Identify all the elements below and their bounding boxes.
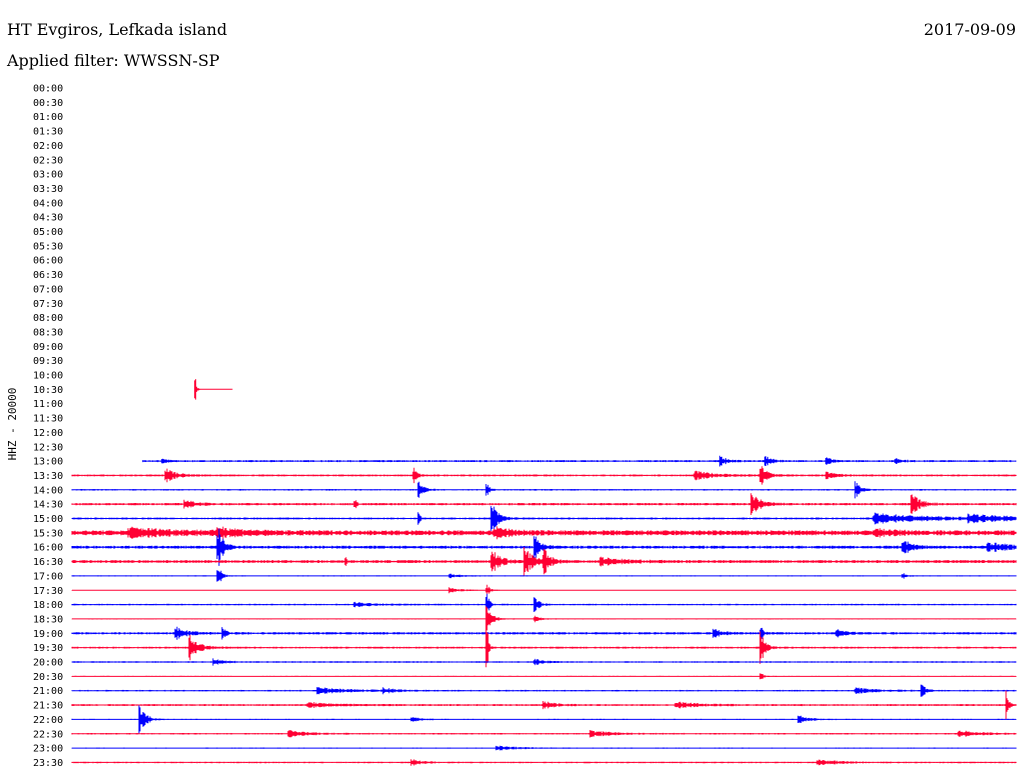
y-axis-label: HHZ - 20000 xyxy=(6,388,19,461)
time-tick-label: 06:30 xyxy=(33,270,63,281)
time-tick-label: 10:30 xyxy=(33,385,63,396)
time-tick-label: 05:30 xyxy=(33,241,63,252)
time-tick-label: 19:30 xyxy=(33,643,63,654)
seismogram-trace xyxy=(71,584,1017,596)
time-tick-label: 12:30 xyxy=(33,442,63,453)
time-tick-label: 17:00 xyxy=(33,571,63,582)
time-tick-label: 20:30 xyxy=(33,672,63,683)
time-tick-label: 07:30 xyxy=(33,299,63,310)
seismogram-trace xyxy=(71,493,1017,515)
time-tick-label: 18:30 xyxy=(33,614,63,625)
time-tick-label: 01:00 xyxy=(33,112,63,123)
time-tick-label: 11:00 xyxy=(33,399,63,410)
time-tick-label: 16:30 xyxy=(33,557,63,568)
time-tick-label: 09:00 xyxy=(33,342,63,353)
seismogram-trace xyxy=(71,506,1017,531)
seismogram-trace xyxy=(71,528,1017,566)
time-tick-label: 03:30 xyxy=(33,184,63,195)
time-tick-label: 17:30 xyxy=(33,586,63,597)
seismogram-trace xyxy=(194,379,233,400)
time-tick-label: 16:00 xyxy=(33,543,63,554)
seismogram-trace xyxy=(71,593,1017,616)
time-tick-label: 04:00 xyxy=(33,198,63,209)
seismogram-trace xyxy=(71,759,1017,766)
seismogram-trace xyxy=(142,455,1017,467)
time-tick-label: 14:30 xyxy=(33,500,63,511)
filter-label: Applied filter: WWSSN-SP xyxy=(7,51,220,70)
seismogram-trace xyxy=(71,745,1017,751)
seismogram-trace xyxy=(71,684,1017,697)
time-tick-label: 07:00 xyxy=(33,284,63,295)
time-tick-label: 21:30 xyxy=(33,701,63,712)
time-tick-label: 02:00 xyxy=(33,141,63,152)
seismogram-trace xyxy=(71,626,1017,640)
seismogram-trace xyxy=(71,570,1017,582)
time-tick-label: 05:00 xyxy=(33,227,63,238)
seismogram-trace xyxy=(71,658,1017,666)
seismogram-trace xyxy=(71,705,1017,734)
time-tick-label: 21:00 xyxy=(33,686,63,697)
time-tick-label: 13:30 xyxy=(33,471,63,482)
time-tick-label: 10:00 xyxy=(33,371,63,382)
seismogram-trace xyxy=(71,606,1017,632)
time-tick-label: 09:30 xyxy=(33,356,63,367)
time-tick-label: 23:00 xyxy=(33,744,63,755)
time-tick-labels: 00:00 00:30 01:00 01:30 02:00 02:30 03:00 03:30… xyxy=(33,84,63,769)
time-tick-label: 15:30 xyxy=(33,528,63,539)
time-tick-label: 22:00 xyxy=(33,715,63,726)
time-tick-label: 00:00 xyxy=(33,84,63,95)
time-tick-label: 03:00 xyxy=(33,170,63,181)
chart-date: 2017-09-09 xyxy=(923,20,1016,39)
time-tick-label: 01:30 xyxy=(33,127,63,138)
seismogram-traces xyxy=(71,379,1017,766)
time-tick-label: 15:00 xyxy=(33,514,63,525)
seismogram-trace xyxy=(71,547,1017,577)
time-tick-label: 00:30 xyxy=(33,98,63,109)
seismogram-trace xyxy=(71,481,1017,499)
seismogram-trace xyxy=(71,673,1017,680)
time-tick-label: 23:30 xyxy=(33,758,63,769)
time-tick-label: 14:00 xyxy=(33,485,63,496)
chart-title: HT Evgiros, Lefkada island xyxy=(7,20,228,39)
seismogram-trace xyxy=(71,466,1017,485)
time-tick-label: 11:30 xyxy=(33,414,63,425)
seismogram-trace xyxy=(71,730,1017,738)
seismogram-trace xyxy=(71,690,1017,720)
time-tick-label: 12:00 xyxy=(33,428,63,439)
time-tick-label: 22:30 xyxy=(33,729,63,740)
time-tick-label: 06:00 xyxy=(33,256,63,267)
time-tick-label: 08:00 xyxy=(33,313,63,324)
time-tick-label: 19:00 xyxy=(33,629,63,640)
seismogram-trace xyxy=(71,628,1017,668)
time-tick-label: 08:30 xyxy=(33,327,63,338)
seismogram-trace xyxy=(71,526,1017,540)
time-tick-label: 13:00 xyxy=(33,457,63,468)
time-tick-label: 04:30 xyxy=(33,213,63,224)
time-tick-label: 18:00 xyxy=(33,600,63,611)
time-tick-label: 02:30 xyxy=(33,155,63,166)
time-tick-label: 20:00 xyxy=(33,658,63,669)
